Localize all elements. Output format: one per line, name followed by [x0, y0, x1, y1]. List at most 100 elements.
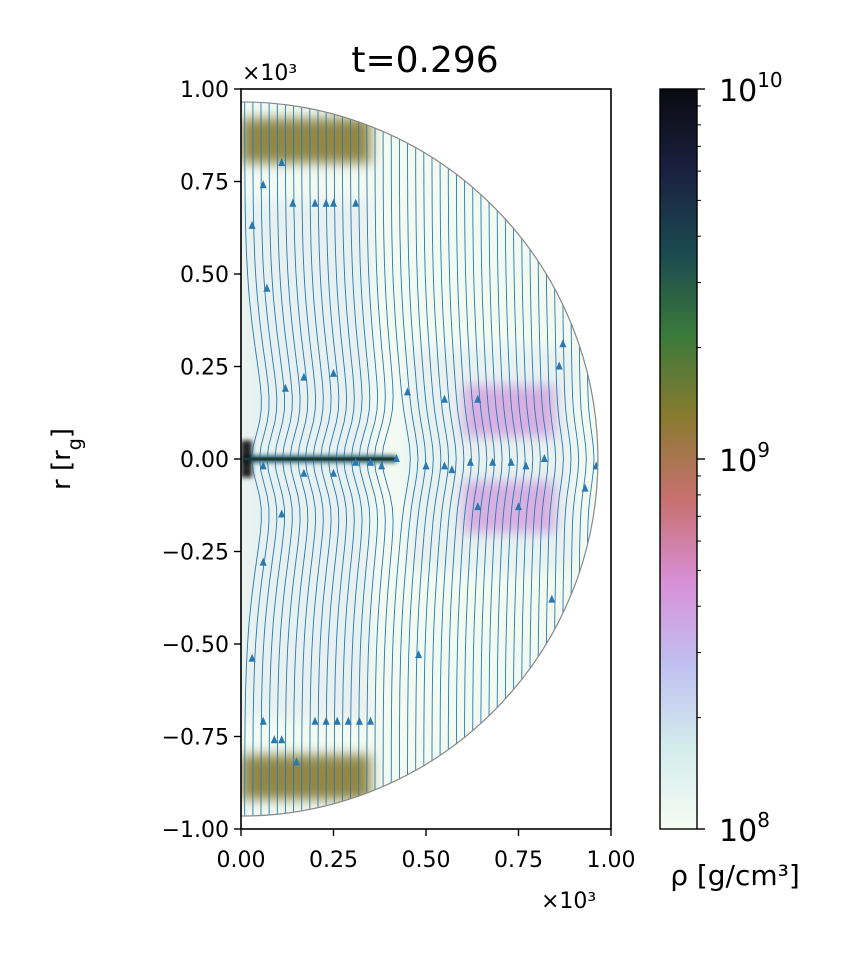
y-label-subscript: g [64, 438, 86, 450]
streamline-arrow [441, 461, 448, 470]
density-field [241, 101, 598, 817]
streamline [496, 101, 511, 817]
streamline-arrow [281, 383, 289, 392]
streamline-arrow [378, 461, 386, 470]
streamline [480, 101, 495, 817]
streamline [390, 101, 411, 817]
streamline-arrow [507, 457, 515, 466]
streamline-arrow [422, 461, 430, 470]
streamline-arrow [555, 361, 563, 370]
x-tick-label: 1.00 [587, 848, 636, 873]
streamline [439, 101, 457, 817]
streamline [398, 101, 419, 817]
y-tick-label: 1.00 [180, 78, 229, 103]
colorbar-tick-label: 109 [719, 438, 770, 479]
y-tick-label: −0.75 [162, 726, 229, 751]
streamline-arrow [322, 716, 330, 725]
streamline-arrow [466, 457, 474, 466]
streamline-arrow [474, 394, 482, 403]
colorbar-tick-exponent: 8 [757, 808, 770, 832]
streamline [455, 101, 472, 817]
streamline-arrow [441, 394, 448, 403]
streamline-arrow [333, 716, 341, 725]
streamline-arrow [344, 716, 352, 725]
streamline-arrow [352, 457, 360, 466]
streamline-arrow [300, 372, 308, 381]
streamline-arrow [270, 735, 278, 744]
colorbar-minor-ticks [697, 105, 701, 719]
streamline-arrow [248, 220, 256, 229]
streamline [423, 101, 442, 817]
streamline-arrow [259, 716, 267, 725]
streamline-arrow [322, 198, 330, 207]
streamline-arrow [289, 198, 297, 207]
streamline-arrow [352, 198, 360, 207]
streamline [472, 101, 488, 817]
colorbar-gradient [660, 89, 697, 829]
streamline [464, 101, 480, 817]
x-tick-label: 0.50 [402, 848, 451, 873]
streamline-arrow [581, 483, 589, 492]
colorbar-tick-exponent: 10 [757, 68, 782, 92]
streamline-arrow [489, 457, 497, 466]
streamline-arrow [548, 594, 556, 603]
streamline-arrow [559, 339, 567, 348]
streamline-arrow [404, 387, 411, 396]
streamline-arrow [311, 716, 319, 725]
streamline-arrow [515, 502, 522, 511]
y-tick-label: −0.25 [162, 541, 229, 566]
streamline-arrow [278, 509, 286, 518]
x-tick-label: 0.75 [494, 848, 543, 873]
streamline-arrow [367, 716, 374, 725]
streamline-arrow [415, 650, 423, 659]
streamline-arrow [300, 468, 308, 477]
colorbar-tick-label: 108 [719, 808, 770, 849]
y-tick-label: 0.50 [180, 263, 229, 288]
x-axis-ticks: 0.00 0.25 0.50 0.75 1.00 [217, 829, 636, 873]
streamline-arrow [263, 283, 271, 292]
density-region [241, 755, 371, 800]
streamline-arrow [592, 461, 598, 470]
streamline-arrow [522, 461, 530, 470]
streamline [407, 101, 427, 817]
streamline-arrow [474, 502, 482, 511]
streamline [431, 101, 450, 817]
streamline [488, 101, 503, 817]
x-tick-label: 0.00 [217, 848, 266, 873]
y-axis-label: r [rg] [47, 428, 86, 490]
streamline-arrow [330, 368, 337, 377]
y-tick-label: −0.50 [162, 633, 229, 658]
streamline-arrow [540, 454, 548, 462]
streamline-arrows [248, 158, 598, 766]
streamline-arrow [293, 757, 300, 766]
y-tick-label: −1.00 [162, 818, 229, 843]
y-tick-label: 0.00 [180, 448, 229, 473]
density-region [241, 118, 371, 163]
streamline-arrow [259, 461, 267, 470]
chart-title: t=0.296 [351, 40, 498, 81]
y-axis-ticks: 1.00 0.75 0.50 0.25 0.00 −0.25 −0.50 −0.75 −1.00 [162, 78, 241, 843]
streamline-arrow [278, 158, 286, 166]
y-tick-label: 0.75 [180, 171, 229, 196]
streamline-arrow [248, 653, 256, 662]
streamline-arrow [330, 468, 337, 477]
y-axis-multiplier: ×10³ [242, 61, 297, 86]
streamline-arrow [311, 198, 319, 207]
y-label-tail: ] [47, 428, 77, 438]
plot-area: 0.00 0.25 0.50 0.75 1.00 1.000.750.500.250.0… [162, 78, 636, 873]
colorbar-tick-label: 1010 [719, 68, 783, 109]
colorbar-tick-exponent: 9 [757, 438, 770, 462]
streamline-arrow [259, 180, 267, 189]
domain-boundary [240, 101, 599, 817]
x-axis-multiplier: ×10³ [541, 889, 596, 914]
streamline-arrow [367, 457, 374, 466]
streamline-arrow [330, 198, 337, 207]
streamline-arrow [448, 465, 456, 474]
streamline-arrow [278, 735, 286, 744]
streamline [415, 101, 434, 817]
streamline-arrow [355, 716, 363, 725]
